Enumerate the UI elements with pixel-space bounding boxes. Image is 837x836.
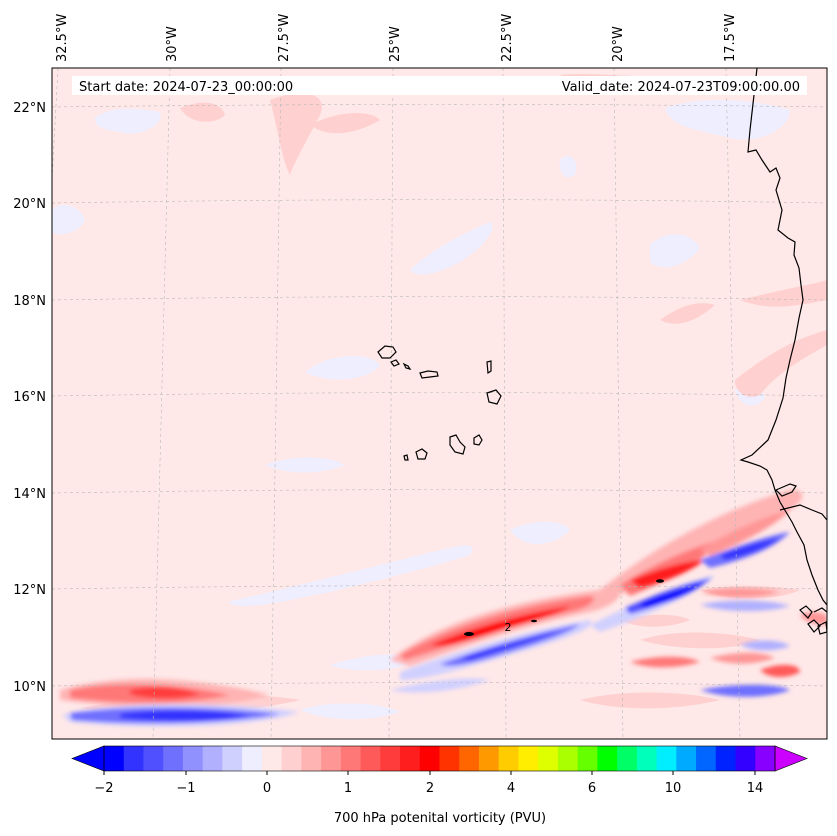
colorbar-cell [597,746,618,771]
colorbar-cell [656,746,677,771]
colorbar-cell [577,746,598,771]
map-frame [51,67,828,740]
colorbar-cell [518,746,539,771]
colorbar-cell [538,746,559,771]
colorbar-cell [261,746,283,771]
colorbar-cell [301,746,322,771]
date-header-background [72,76,807,95]
lon-label: 30°W [165,26,180,62]
colorbar-cell [617,746,638,771]
colorbar-cell [242,746,263,771]
colorbar-cell [123,746,145,771]
colorbar-cell [419,746,441,771]
colorbar-min-arrow [71,745,105,772]
colorbar-frame [103,745,776,772]
colorbar-cell [104,746,125,771]
gridlines [52,68,827,739]
pv-small-features [630,588,827,697]
colorbar-cell [498,746,520,771]
colorbar-cell [400,746,421,771]
lon-label: 20°W [611,26,626,62]
colorbar-tick-labels: −2 −1 0 1 2 4 6 10 14 [94,781,763,796]
colorbar: −2 −1 0 1 2 4 6 10 14 700 hPa potenital … [71,745,808,826]
colorbar-cell [696,746,717,771]
pv-maxima [464,579,664,636]
colorbar-cell [636,746,658,771]
cape-verde-islands [377,345,502,461]
lat-label: 10°N [13,680,46,695]
colorbar-cell [715,746,737,771]
colorbar-cell [557,746,579,771]
latitude-labels: 22°N 20°N 18°N 16°N 14°N 12°N 10°N [13,101,46,695]
lat-label: 14°N [13,487,46,502]
pv-band-east [590,489,803,632]
colorbar-cell [202,746,224,771]
colorbar-tick-label: 10 [665,781,682,796]
colorbar-cell [735,746,756,771]
lat-label: 18°N [13,294,46,309]
colorbar-cell [340,746,362,771]
colorbar-tick-label: −2 [94,781,113,796]
colorbar-cell [182,746,204,771]
colorbar-cell [755,746,776,771]
colorbar-cell [222,746,243,771]
colorbar-tick-label: 2 [426,781,434,796]
colorbar-cell [478,746,500,771]
lon-label: 17.5°W [723,14,738,62]
colorbar-cell [459,746,480,771]
colorbar-tick-label: 6 [588,781,596,796]
colorbar-cell [439,746,460,771]
colorbar-cell [676,746,697,771]
coastlines [739,68,827,635]
lon-label: 22.5°W [500,14,515,62]
colorbar-tick-label: 0 [263,781,271,796]
colorbar-title: 700 hPa potenital vorticity (PVU) [334,811,546,826]
colorbar-tick-label: −1 [176,781,195,796]
lon-label: 32.5°W [55,14,70,62]
colorbar-cell [360,746,381,771]
pv-band-central [390,589,619,693]
colorbar-ticks [103,771,756,775]
colorbar-cell [143,746,164,771]
map-background [52,68,827,739]
west-africa-coastline [739,68,827,606]
colorbar-cells [104,746,776,771]
colorbar-cell [380,746,401,771]
lat-label: 12°N [13,583,46,598]
colorbar-max-arrow [774,745,808,772]
longitude-labels: 32.5°W 30°W 27.5°W 25°W 22.5°W 20°W 17.5… [55,14,738,62]
lat-label: 16°N [13,390,46,405]
colorbar-tick-label: 4 [507,781,515,796]
contour-label: 2 [505,621,512,634]
start-date-label: Start date: 2024-07-23_00:00:00 [79,80,293,95]
lat-label: 20°N [13,197,46,212]
valid-date-label: Valid_date: 2024-07-23T09:00:00.00 [562,80,800,95]
lon-label: 25°W [388,26,403,62]
map-panel: 2 [52,68,827,739]
lat-label: 22°N [13,101,46,116]
lon-label: 27.5°W [277,14,292,62]
colorbar-cell [321,746,342,771]
pv-band-west [60,679,300,727]
colorbar-cell [281,746,302,771]
colorbar-cell [163,746,184,771]
colorbar-tick-label: 1 [344,781,352,796]
colorbar-tick-label: 14 [747,781,764,796]
